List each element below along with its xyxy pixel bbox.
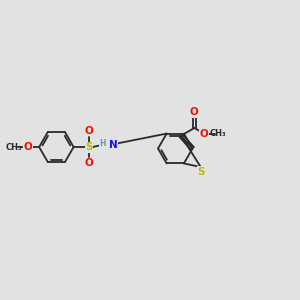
Text: O: O — [85, 126, 93, 136]
Text: O: O — [85, 158, 93, 168]
Text: H: H — [99, 139, 105, 148]
Text: CH₃: CH₃ — [210, 129, 227, 138]
Text: O: O — [190, 107, 199, 117]
Text: O: O — [23, 142, 32, 152]
Text: S: S — [85, 142, 93, 152]
Text: N: N — [109, 140, 118, 150]
Text: S: S — [197, 167, 205, 177]
Text: CH₃: CH₃ — [6, 142, 22, 152]
Text: O: O — [200, 129, 208, 139]
